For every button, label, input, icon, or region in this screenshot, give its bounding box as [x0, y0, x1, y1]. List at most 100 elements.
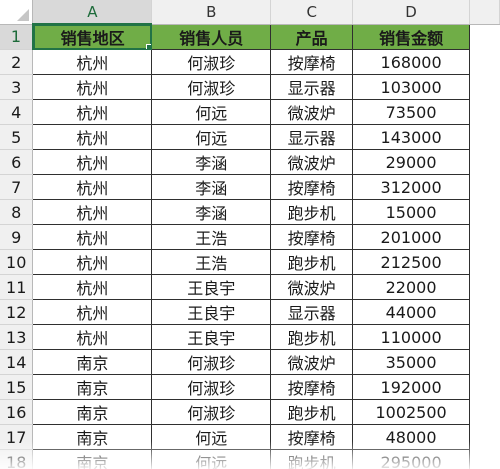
cell-b5[interactable]: 何远 — [151, 124, 272, 150]
cell-b12[interactable]: 王良宇 — [151, 299, 272, 325]
empty-cell[interactable] — [469, 199, 500, 225]
cell-d13[interactable]: 110000 — [352, 324, 471, 350]
row-header[interactable]: 16 — [0, 399, 34, 425]
empty-cell[interactable] — [469, 249, 500, 275]
cell-b6[interactable]: 李涵 — [151, 149, 272, 175]
cell-d10[interactable]: 212500 — [352, 249, 471, 275]
cell-c2[interactable]: 按摩椅 — [270, 49, 354, 75]
cell-d18[interactable]: 295000 — [352, 449, 471, 469]
row-header[interactable]: 11 — [0, 274, 34, 300]
header-cell-a1[interactable]: 销售地区 — [32, 23, 153, 50]
cell-b7[interactable]: 李涵 — [151, 174, 272, 200]
column-header-c[interactable]: C — [270, 0, 354, 25]
cell-d5[interactable]: 143000 — [352, 124, 471, 150]
cell-a15[interactable]: 南京 — [32, 374, 153, 400]
empty-cell[interactable] — [469, 424, 500, 450]
header-cell-c1[interactable]: 产品 — [270, 23, 354, 50]
cell-a17[interactable]: 南京 — [32, 424, 153, 450]
cell-d11[interactable]: 22000 — [352, 274, 471, 300]
cell-a5[interactable]: 杭州 — [32, 124, 153, 150]
row-header[interactable]: 1 — [0, 24, 34, 50]
empty-cell[interactable] — [469, 149, 500, 175]
cell-d3[interactable]: 103000 — [352, 74, 471, 100]
cell-c8[interactable]: 跑步机 — [270, 199, 354, 225]
empty-cell[interactable] — [469, 74, 500, 100]
cell-a18[interactable]: 南京 — [32, 449, 153, 469]
cell-b16[interactable]: 何淑珍 — [151, 399, 272, 425]
cell-b18[interactable]: 何远 — [151, 449, 272, 469]
cell-b15[interactable]: 何淑珍 — [151, 374, 272, 400]
cell-d16[interactable]: 1002500 — [352, 399, 471, 425]
empty-cell[interactable] — [469, 49, 500, 75]
cell-a9[interactable]: 杭州 — [32, 224, 153, 250]
cell-d12[interactable]: 44000 — [352, 299, 471, 325]
cell-c12[interactable]: 显示器 — [270, 299, 354, 325]
cell-c6[interactable]: 微波炉 — [270, 149, 354, 175]
row-header[interactable]: 12 — [0, 299, 34, 325]
row-header[interactable]: 5 — [0, 124, 34, 150]
cell-c15[interactable]: 按摩椅 — [270, 374, 354, 400]
cell-d14[interactable]: 35000 — [352, 349, 471, 375]
empty-cell[interactable] — [469, 124, 500, 150]
cell-b3[interactable]: 何淑珍 — [151, 74, 272, 100]
row-header[interactable]: 10 — [0, 249, 34, 275]
cell-c10[interactable]: 跑步机 — [270, 249, 354, 275]
cell-d4[interactable]: 73500 — [352, 99, 471, 125]
select-all-corner[interactable] — [0, 0, 34, 25]
cell-d17[interactable]: 48000 — [352, 424, 471, 450]
cell-a2[interactable]: 杭州 — [32, 49, 153, 75]
cell-b2[interactable]: 何淑珍 — [151, 49, 272, 75]
cell-c17[interactable]: 按摩椅 — [270, 424, 354, 450]
cell-c4[interactable]: 微波炉 — [270, 99, 354, 125]
cell-c7[interactable]: 按摩椅 — [270, 174, 354, 200]
cell-a14[interactable]: 南京 — [32, 349, 153, 375]
column-header-b[interactable]: B — [151, 0, 272, 25]
cell-c3[interactable]: 显示器 — [270, 74, 354, 100]
cell-d8[interactable]: 15000 — [352, 199, 471, 225]
cell-a6[interactable]: 杭州 — [32, 149, 153, 175]
cell-b14[interactable]: 何淑珍 — [151, 349, 272, 375]
cell-a16[interactable]: 南京 — [32, 399, 153, 425]
column-header-blank[interactable] — [469, 0, 500, 25]
fill-handle[interactable] — [146, 44, 151, 49]
cell-d2[interactable]: 168000 — [352, 49, 471, 75]
column-header-a[interactable]: A — [32, 0, 153, 25]
empty-cell[interactable] — [469, 399, 500, 425]
empty-cell[interactable] — [469, 174, 500, 200]
row-header[interactable]: 13 — [0, 324, 34, 350]
cell-a10[interactable]: 杭州 — [32, 249, 153, 275]
cell-b9[interactable]: 王浩 — [151, 224, 272, 250]
cell-a13[interactable]: 杭州 — [32, 324, 153, 350]
empty-cell[interactable] — [469, 449, 500, 469]
row-header[interactable]: 9 — [0, 224, 34, 250]
cell-b17[interactable]: 何远 — [151, 424, 272, 450]
empty-cell[interactable] — [469, 224, 500, 250]
cell-c16[interactable]: 跑步机 — [270, 399, 354, 425]
empty-cell[interactable] — [469, 324, 500, 350]
row-header[interactable]: 2 — [0, 49, 34, 75]
cell-d9[interactable]: 201000 — [352, 224, 471, 250]
cell-b11[interactable]: 王良宇 — [151, 274, 272, 300]
row-header[interactable]: 14 — [0, 349, 34, 375]
cell-b8[interactable]: 李涵 — [151, 199, 272, 225]
empty-cell[interactable] — [469, 24, 500, 50]
cell-a3[interactable]: 杭州 — [32, 74, 153, 100]
cell-d6[interactable]: 29000 — [352, 149, 471, 175]
cell-b10[interactable]: 王浩 — [151, 249, 272, 275]
row-header[interactable]: 7 — [0, 174, 34, 200]
empty-cell[interactable] — [469, 299, 500, 325]
header-cell-d1[interactable]: 销售金额 — [352, 23, 471, 50]
empty-cell[interactable] — [469, 274, 500, 300]
cell-c11[interactable]: 微波炉 — [270, 274, 354, 300]
cell-c13[interactable]: 跑步机 — [270, 324, 354, 350]
cell-d7[interactable]: 312000 — [352, 174, 471, 200]
cell-c14[interactable]: 微波炉 — [270, 349, 354, 375]
cell-b13[interactable]: 王良宇 — [151, 324, 272, 350]
cell-c5[interactable]: 显示器 — [270, 124, 354, 150]
row-header[interactable]: 6 — [0, 149, 34, 175]
empty-cell[interactable] — [469, 374, 500, 400]
empty-cell[interactable] — [469, 349, 500, 375]
cell-c18[interactable]: 跑步机 — [270, 449, 354, 469]
cell-d15[interactable]: 192000 — [352, 374, 471, 400]
cell-a4[interactable]: 杭州 — [32, 99, 153, 125]
